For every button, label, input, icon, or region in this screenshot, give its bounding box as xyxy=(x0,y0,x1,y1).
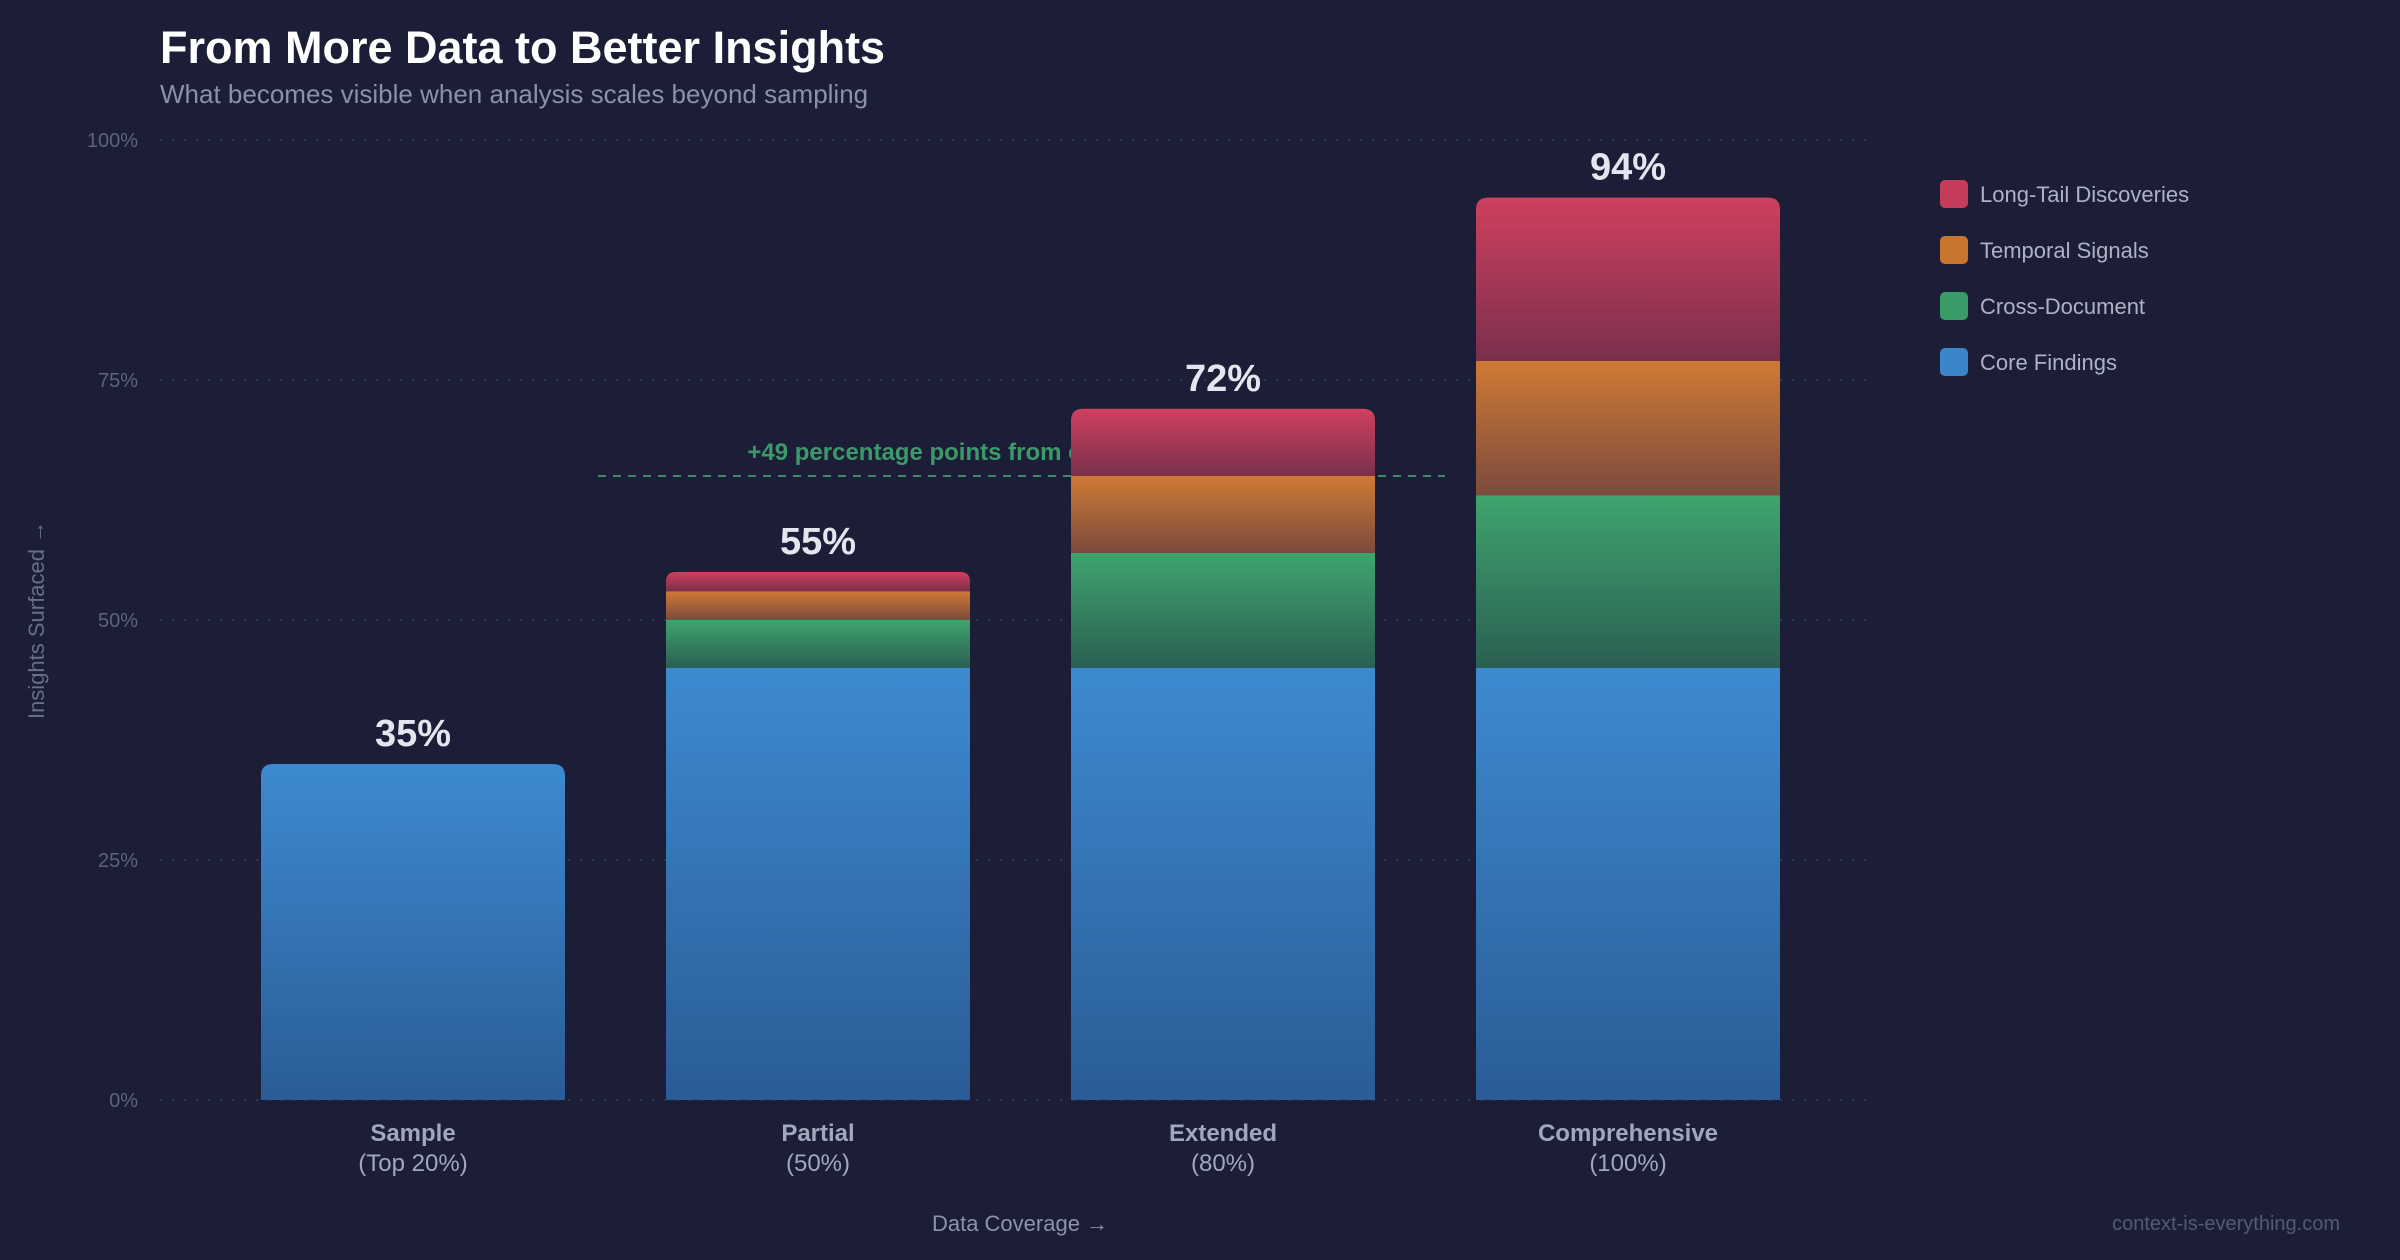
total-label-partial: 55% xyxy=(780,521,856,563)
chart-subtitle: What becomes visible when analysis scale… xyxy=(160,79,868,109)
bar-comprehensive-temporal-signals xyxy=(1476,360,1780,496)
x-tick-label: Sample xyxy=(370,1120,455,1147)
bar-partial-long-tail-discoveries xyxy=(666,572,970,592)
y-tick-label: 50% xyxy=(98,610,138,632)
bar-partial-temporal-signals xyxy=(666,591,970,620)
legend: Long-Tail Discoveries Temporal Signals Cro… xyxy=(1940,180,2189,376)
bar-extended-long-tail-discoveries xyxy=(1071,408,1375,476)
x-tick-sublabel: (80%) xyxy=(1191,1150,1255,1177)
y-axis-label: Insights Surfaced → xyxy=(24,521,49,719)
x-axis-categories: Sample (Top 20%) Partial (50%) Extended (80%)… xyxy=(358,1120,1718,1177)
bar-partial-core-findings xyxy=(666,668,970,1100)
bars xyxy=(261,197,1780,1100)
x-tick-label: Comprehensive xyxy=(1538,1120,1718,1147)
total-label-extended: 72% xyxy=(1185,358,1261,400)
bar-partial-cross-document xyxy=(666,620,970,668)
x-tick-sublabel: (Top 20%) xyxy=(358,1150,467,1177)
x-tick-label: Extended xyxy=(1169,1120,1277,1147)
y-tick-label: 25% xyxy=(98,850,138,872)
legend-label-long-tail-discoveries: Long-Tail Discoveries xyxy=(1980,182,2189,207)
x-axis-label: Data Coverage → xyxy=(932,1211,1108,1236)
legend-swatch-temporal-signals xyxy=(1940,236,1968,264)
y-axis-ticks: 0% 25% 50% 75% 100% xyxy=(87,130,138,1112)
bar-sample-core-findings xyxy=(261,764,565,1100)
bar-extended-cross-document xyxy=(1071,552,1375,668)
legend-label-core-findings: Core Findings xyxy=(1980,350,2117,375)
y-tick-label: 100% xyxy=(87,130,138,152)
x-tick-sublabel: (50%) xyxy=(786,1150,850,1177)
legend-swatch-long-tail-discoveries xyxy=(1940,180,1968,208)
x-tick-sublabel: (100%) xyxy=(1589,1150,1666,1177)
legend-swatch-core-findings xyxy=(1940,348,1968,376)
x-tick-label: Partial xyxy=(781,1120,854,1147)
y-tick-label: 75% xyxy=(98,370,138,392)
total-label-sample: 35% xyxy=(375,713,451,755)
source-credit: context-is-everything.com xyxy=(2112,1213,2340,1235)
bar-comprehensive-cross-document xyxy=(1476,495,1780,668)
bar-extended-core-findings xyxy=(1071,668,1375,1100)
chart-title: From More Data to Better Insights xyxy=(160,22,885,73)
bar-extended-temporal-signals xyxy=(1071,476,1375,553)
legend-label-temporal-signals: Temporal Signals xyxy=(1980,238,2149,263)
bar-comprehensive-long-tail-discoveries xyxy=(1476,197,1780,361)
total-labels: 35% 55% 72% 94% xyxy=(375,147,1666,755)
legend-label-cross-document: Cross-Document xyxy=(1980,294,2145,319)
legend-swatch-cross-document xyxy=(1940,292,1968,320)
y-tick-label: 0% xyxy=(109,1090,138,1112)
total-label-comprehensive: 94% xyxy=(1590,147,1666,189)
bar-comprehensive-core-findings xyxy=(1476,668,1780,1100)
